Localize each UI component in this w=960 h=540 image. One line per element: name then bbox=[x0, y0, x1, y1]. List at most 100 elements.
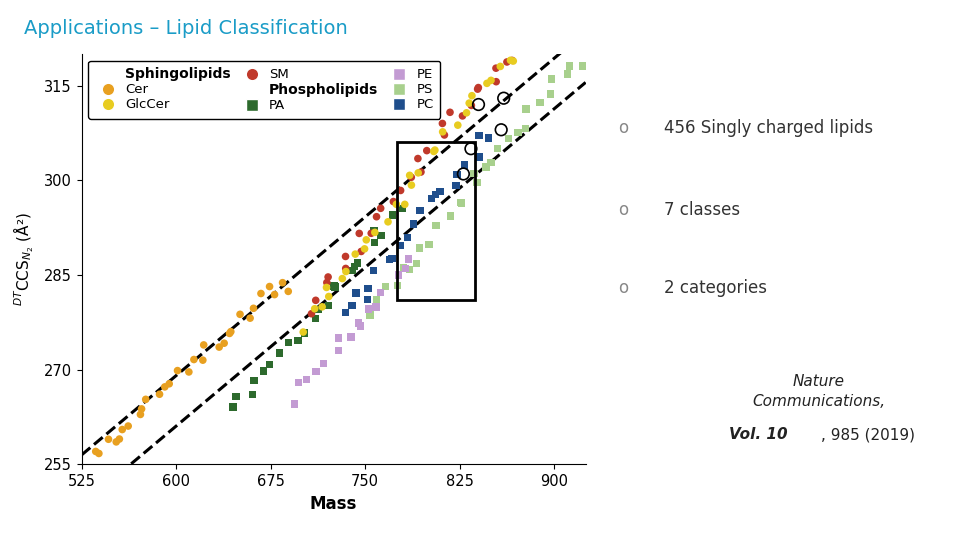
Point bbox=[373, 231, 389, 240]
Point bbox=[443, 212, 458, 220]
Point bbox=[357, 245, 372, 253]
Point bbox=[506, 57, 521, 65]
Point bbox=[411, 168, 426, 177]
Point bbox=[133, 404, 149, 413]
Point bbox=[391, 271, 406, 279]
Point bbox=[397, 200, 413, 208]
Point bbox=[291, 379, 306, 387]
Point bbox=[345, 266, 360, 274]
Point bbox=[319, 278, 334, 287]
Text: Nature
Communications,: Nature Communications, bbox=[753, 374, 886, 409]
Point bbox=[373, 288, 389, 297]
Point bbox=[245, 390, 260, 399]
Point bbox=[413, 206, 428, 215]
Point bbox=[108, 437, 124, 446]
Point bbox=[246, 304, 261, 313]
Text: Confidentiality label: Confidentiality label bbox=[384, 516, 482, 525]
Point bbox=[449, 171, 465, 179]
Point bbox=[311, 305, 326, 314]
Bar bbox=[396, 143, 474, 300]
Point bbox=[437, 131, 452, 139]
Point bbox=[427, 146, 443, 154]
Point bbox=[378, 282, 394, 291]
Point bbox=[161, 380, 177, 388]
Point bbox=[404, 181, 420, 190]
Text: 30: 30 bbox=[12, 516, 26, 525]
Point bbox=[464, 101, 479, 110]
Point bbox=[316, 359, 331, 368]
Point bbox=[455, 112, 470, 120]
Point bbox=[478, 163, 493, 171]
Point bbox=[338, 252, 353, 261]
Point bbox=[503, 56, 518, 65]
Point bbox=[327, 282, 343, 291]
Point bbox=[226, 403, 241, 411]
Point bbox=[157, 382, 173, 391]
Point bbox=[457, 160, 472, 169]
Point bbox=[459, 109, 474, 117]
Point bbox=[267, 291, 282, 299]
Point bbox=[385, 211, 400, 219]
Point bbox=[360, 285, 375, 293]
Point bbox=[369, 296, 384, 305]
Point bbox=[308, 296, 324, 305]
Point bbox=[287, 400, 302, 408]
Point bbox=[196, 341, 211, 349]
Point bbox=[111, 435, 127, 443]
Point bbox=[533, 98, 548, 107]
Point bbox=[420, 146, 435, 155]
Point bbox=[321, 301, 336, 310]
Point bbox=[363, 310, 378, 319]
Point bbox=[435, 119, 450, 128]
Point bbox=[369, 212, 384, 221]
Point bbox=[465, 91, 480, 100]
Point bbox=[364, 229, 379, 238]
Point bbox=[326, 282, 342, 291]
Point bbox=[414, 168, 429, 177]
Point bbox=[401, 255, 417, 264]
Point bbox=[483, 76, 498, 85]
Point bbox=[281, 338, 297, 347]
Point bbox=[350, 319, 366, 327]
Point bbox=[367, 238, 382, 247]
Point bbox=[448, 181, 464, 190]
Point bbox=[195, 356, 210, 364]
Point bbox=[368, 302, 383, 311]
Point bbox=[243, 314, 258, 322]
Point bbox=[360, 295, 375, 304]
Text: Applications – Lipid Classification: Applications – Lipid Classification bbox=[24, 19, 348, 38]
Point bbox=[471, 153, 487, 161]
Point bbox=[464, 144, 479, 153]
Point bbox=[353, 247, 369, 256]
Point bbox=[493, 125, 509, 134]
Point bbox=[186, 355, 202, 364]
Point bbox=[382, 255, 397, 264]
Point bbox=[256, 367, 272, 375]
Point bbox=[232, 310, 248, 319]
Point bbox=[421, 240, 437, 249]
Point bbox=[211, 343, 227, 352]
Point bbox=[499, 58, 515, 66]
Text: 7 classes: 7 classes bbox=[663, 201, 739, 219]
Point bbox=[489, 64, 504, 72]
Text: September 10, 2020: September 10, 2020 bbox=[53, 516, 154, 525]
Text: Regulatory statement (if applicable): Regulatory statement (if applicable) bbox=[538, 516, 715, 525]
Point bbox=[428, 221, 444, 230]
Point bbox=[401, 265, 417, 274]
Point bbox=[492, 62, 508, 71]
Point bbox=[481, 134, 496, 143]
Point bbox=[563, 62, 578, 70]
Point bbox=[523, 35, 539, 44]
Point bbox=[315, 302, 330, 311]
Point bbox=[470, 83, 486, 92]
Point bbox=[393, 241, 408, 250]
Point bbox=[534, 25, 549, 33]
Point bbox=[496, 94, 512, 103]
Point bbox=[335, 274, 350, 283]
Point bbox=[308, 314, 324, 323]
Point bbox=[490, 144, 505, 153]
Point bbox=[397, 264, 413, 273]
Point bbox=[390, 281, 405, 290]
Point bbox=[501, 134, 516, 143]
Point bbox=[489, 77, 504, 86]
